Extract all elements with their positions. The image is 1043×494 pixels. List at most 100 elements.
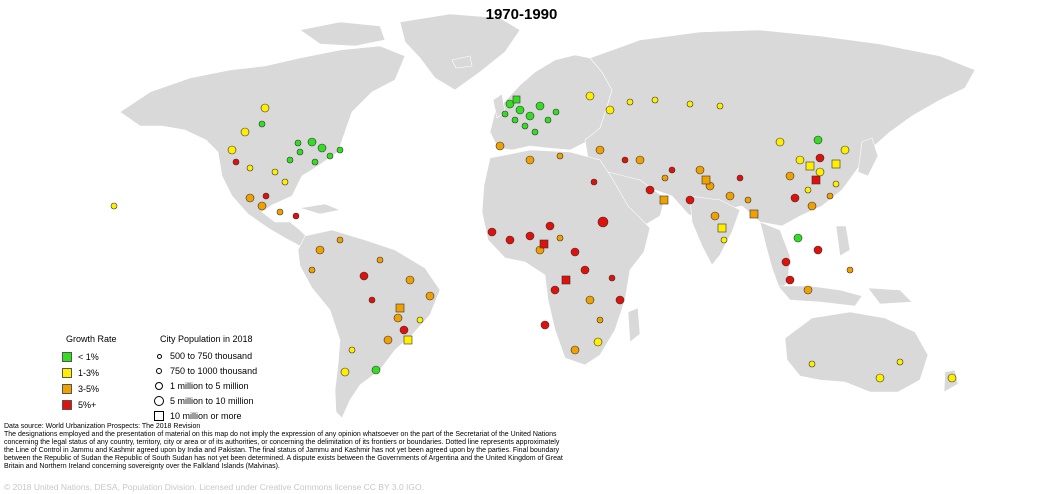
city-marker [795, 155, 805, 165]
city-marker [775, 137, 785, 147]
city-marker [785, 171, 795, 181]
city-marker [294, 139, 302, 147]
copyright: © 2018 United Nations, DESA, Population … [4, 482, 424, 492]
city-marker [570, 247, 580, 257]
city-marker [540, 320, 550, 330]
growth-legend-item: < 1% [62, 352, 99, 362]
city-marker [701, 175, 711, 185]
city-marker [371, 365, 381, 375]
city-marker [525, 111, 535, 121]
cities-5-plus [232, 153, 825, 335]
city-marker [659, 195, 669, 205]
data-source: Data source: World Urbanization Prospect… [4, 423, 201, 430]
city-marker [336, 236, 344, 244]
city-marker [651, 96, 659, 104]
growth-legend-label: < 1% [78, 352, 99, 362]
city-marker [811, 175, 821, 185]
city-marker [245, 193, 255, 203]
city-marker [556, 152, 564, 160]
city-marker [545, 221, 555, 231]
iceland [451, 55, 473, 69]
city-marker [515, 105, 525, 115]
city-marker [487, 227, 497, 237]
city-marker [803, 285, 813, 295]
city-marker [296, 148, 304, 156]
city-marker [725, 191, 735, 201]
city-marker [326, 152, 334, 160]
disclaimer: The designations employed and the presen… [4, 431, 563, 471]
population-legend-label: 5 million to 10 million [170, 396, 254, 406]
city-marker [505, 99, 515, 109]
city-marker [246, 164, 254, 172]
city-marker [539, 239, 549, 249]
growth-legend-label: 3-5% [78, 384, 100, 394]
city-marker [710, 211, 720, 221]
city-marker [805, 161, 815, 171]
city-marker [308, 266, 316, 274]
growth-legend-label: 5%+ [78, 400, 97, 410]
city-marker [348, 346, 356, 354]
city-marker [525, 231, 535, 241]
population-legend-label: 750 to 1000 thousand [170, 366, 258, 376]
circle-xs-icon [157, 354, 162, 359]
city-marker [512, 95, 521, 104]
city-marker [511, 116, 519, 124]
population-legend-title: City Population in 2018 [160, 334, 253, 344]
city-marker [286, 156, 294, 164]
city-marker [561, 275, 571, 285]
map-title: 1970-1990 [485, 6, 558, 23]
circle-l-icon [154, 396, 164, 406]
city-marker [695, 165, 705, 175]
city-marker [531, 128, 539, 136]
arctic-islands [299, 21, 386, 47]
caribbean [299, 203, 342, 215]
city-marker [425, 291, 435, 301]
philippines [835, 225, 851, 257]
city-marker [686, 100, 694, 108]
city-marker [580, 265, 590, 275]
city-marker [807, 201, 817, 211]
city-marker [596, 316, 604, 324]
city-marker [416, 316, 424, 324]
city-marker [720, 236, 728, 244]
city-marker [840, 145, 850, 155]
city-marker [645, 185, 655, 195]
city-marker [846, 266, 854, 274]
land-layer [119, 13, 976, 419]
city-marker [383, 335, 393, 345]
city-marker [525, 155, 535, 165]
city-marker [399, 325, 409, 335]
circle-m-icon [155, 382, 163, 390]
city-marker [260, 103, 270, 113]
city-marker [550, 285, 560, 295]
city-marker [661, 174, 669, 182]
city-marker [495, 141, 505, 151]
city-marker [815, 167, 825, 177]
north-america [119, 45, 406, 247]
city-marker [405, 275, 415, 285]
population-legend-item: 750 to 1000 thousand [152, 365, 257, 377]
city-marker [393, 313, 403, 323]
city-marker [552, 108, 560, 116]
india [689, 195, 741, 266]
city-marker [635, 155, 645, 165]
city-layer [110, 91, 957, 383]
australia [784, 311, 929, 393]
city-marker [307, 137, 317, 147]
city-marker [785, 275, 795, 285]
city-marker [621, 156, 629, 164]
city-marker [315, 245, 325, 255]
japan [857, 137, 879, 177]
city-marker [368, 296, 376, 304]
yellow-swatch [62, 368, 72, 378]
south-america [297, 229, 441, 419]
city-marker [521, 122, 529, 130]
population-legend-label: 500 to 750 thousand [170, 351, 253, 361]
city-marker [947, 373, 957, 383]
green-swatch [62, 352, 72, 362]
new-guinea [867, 287, 913, 305]
city-marker [257, 201, 267, 211]
city-marker [258, 120, 266, 128]
city-marker [781, 257, 791, 267]
